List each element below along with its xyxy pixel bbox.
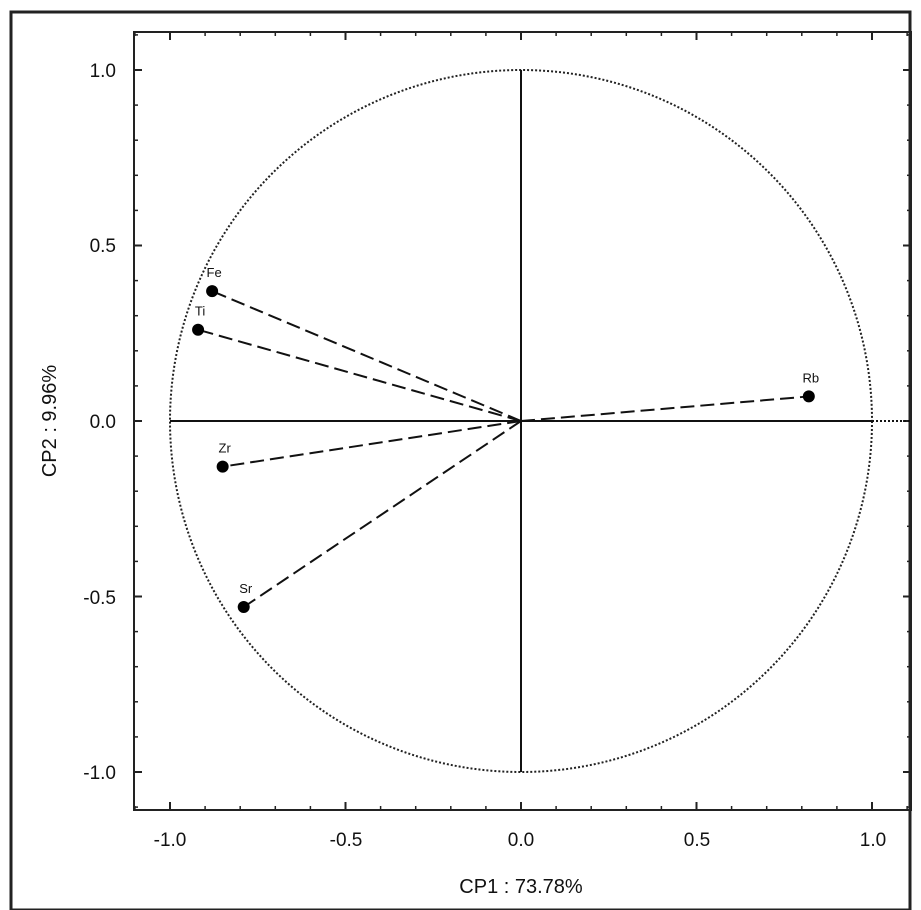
point-zr [216, 460, 229, 473]
vector-zr [222, 420, 522, 468]
y-tick-label: 0.5 [90, 236, 116, 257]
label-rb: Rb [803, 370, 820, 385]
point-ti [192, 323, 205, 336]
x-tick-label: 0.0 [508, 830, 534, 851]
y-axis-title: CP2 : 9.96% [39, 365, 61, 478]
x-tick-labels: -1.0 -0.5 0.0 0.5 1.0 [154, 830, 887, 851]
y-tick-label: 0.0 [90, 412, 116, 433]
point-sr [237, 601, 250, 614]
x-tick-label: -1.0 [154, 830, 187, 851]
x-axis-ticks [134, 32, 908, 810]
vector-fe [211, 290, 522, 422]
y-tick-label: 1.0 [90, 61, 116, 82]
point-fe [206, 285, 219, 298]
variable-vectors [197, 290, 809, 608]
y-tick-label: -1.0 [83, 763, 116, 784]
variable-points [192, 285, 815, 614]
x-tick-label: -0.5 [330, 830, 363, 851]
y-tick-label: -0.5 [83, 588, 116, 609]
x-tick-label: 1.0 [860, 830, 886, 851]
point-rb [802, 390, 815, 403]
y-tick-labels: 1.0 0.5 0.0 -0.5 -1.0 [83, 61, 116, 784]
vector-sr [243, 420, 522, 608]
variable-labels: Fe Ti Zr Sr Rb [195, 265, 819, 596]
x-axis-title: CP1 : 73.78% [459, 876, 583, 898]
label-ti: Ti [195, 304, 205, 319]
x-tick-label: 0.5 [684, 830, 710, 851]
label-fe: Fe [207, 265, 222, 280]
vector-ti [197, 328, 522, 422]
label-sr: Sr [239, 581, 253, 596]
y-axis-ticks [134, 34, 911, 808]
label-zr: Zr [219, 441, 232, 456]
vector-rb [520, 395, 809, 422]
